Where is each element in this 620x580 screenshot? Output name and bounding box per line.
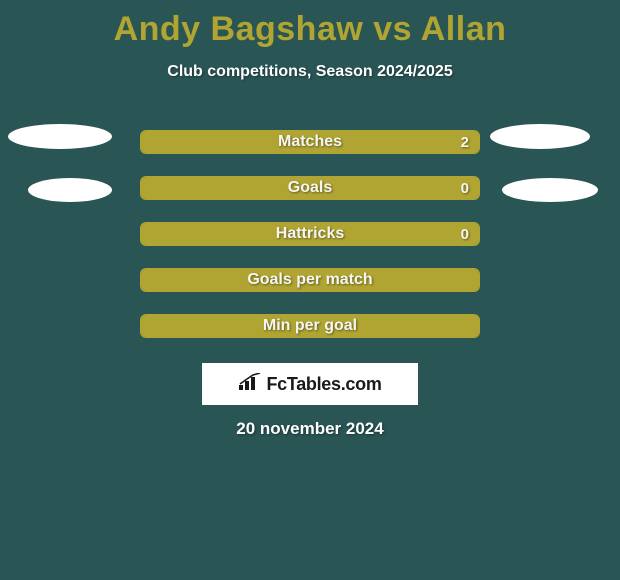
stat-value-right: 2	[461, 134, 469, 151]
decorative-ellipse	[8, 124, 112, 149]
brand-badge: FcTables.com	[202, 363, 418, 405]
date-line: 20 november 2024	[0, 419, 620, 439]
brand-chart-icon	[238, 373, 262, 396]
stat-value-right: 0	[461, 226, 469, 243]
stat-row: Hattricks 0	[0, 211, 620, 257]
stat-label: Goals	[288, 179, 332, 197]
stat-label: Min per goal	[263, 317, 357, 335]
decorative-ellipse	[490, 124, 590, 149]
stat-label: Goals per match	[247, 271, 372, 289]
stat-row: Goals per match	[0, 257, 620, 303]
page-title: Andy Bagshaw vs Allan	[0, 0, 620, 49]
stat-value-right: 0	[461, 180, 469, 197]
comparison-chart: Matches 2 Goals 0 Hattricks 0 Goals per match M…	[0, 119, 620, 349]
stat-label: Matches	[278, 133, 342, 151]
stat-row: Min per goal	[0, 303, 620, 349]
subtitle: Club competitions, Season 2024/2025	[0, 63, 620, 81]
brand-text: FcTables.com	[266, 374, 381, 395]
stat-label: Hattricks	[276, 225, 344, 243]
decorative-ellipse	[502, 178, 598, 202]
decorative-ellipse	[28, 178, 112, 202]
